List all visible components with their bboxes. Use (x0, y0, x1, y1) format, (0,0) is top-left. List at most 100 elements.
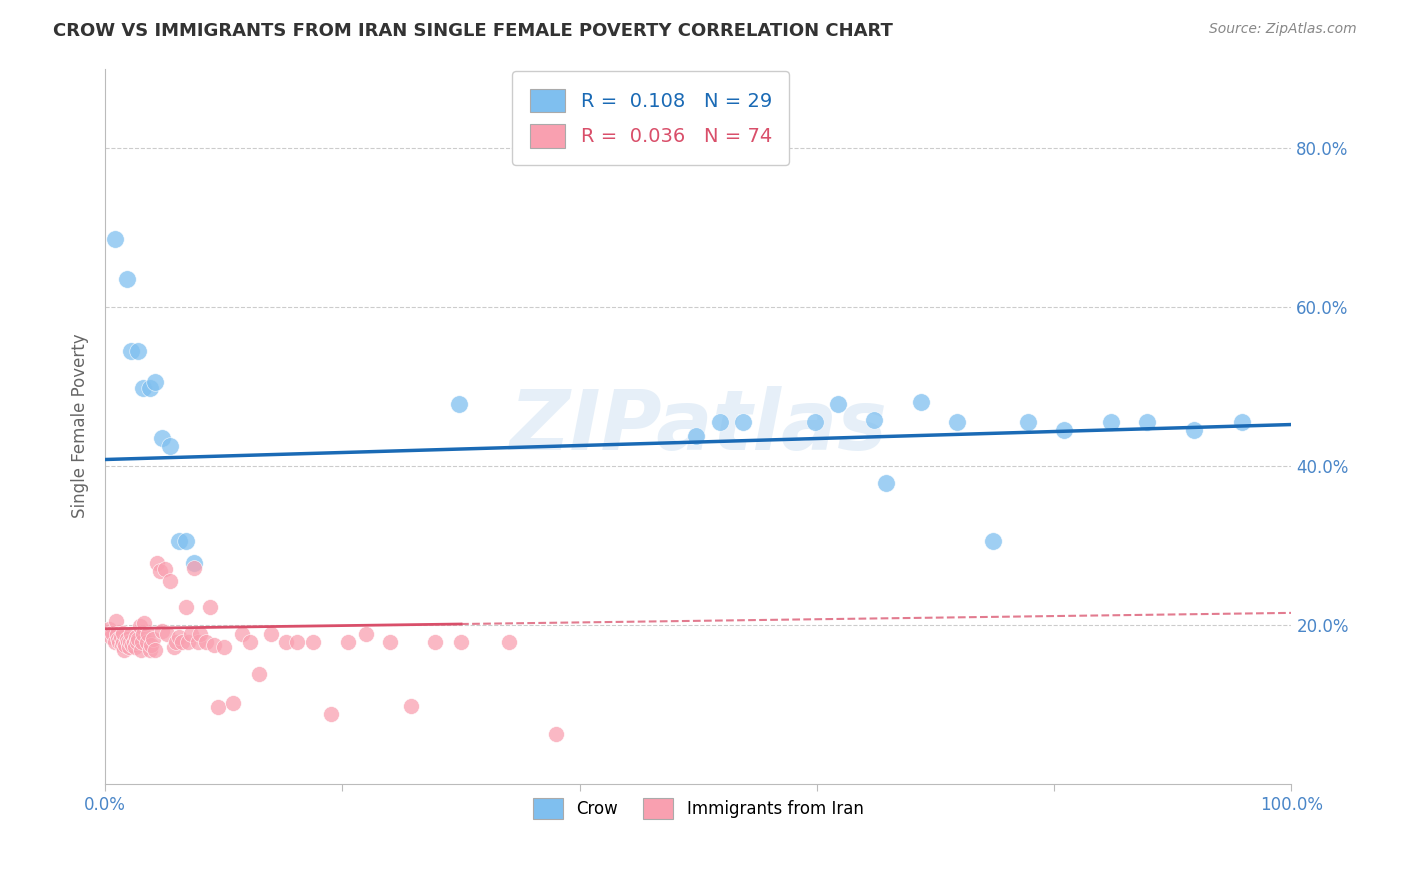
Point (136, 627, 159, 641)
Point (202, 638, 225, 652)
Point (101, 625, 124, 640)
Point (111, 635, 134, 649)
Point (139, 381, 162, 395)
Point (121, 638, 143, 652)
Point (827, 397, 849, 411)
Point (1136, 415, 1159, 429)
Point (287, 635, 309, 649)
Point (139, 643, 162, 657)
Point (142, 632, 165, 646)
Point (124, 640, 146, 654)
Point (127, 343, 149, 358)
Point (231, 627, 253, 641)
Point (143, 643, 166, 657)
Text: ZIPatlas: ZIPatlas (509, 385, 887, 467)
Point (111, 638, 134, 652)
Point (143, 376, 166, 390)
Point (97, 622, 120, 636)
Point (222, 696, 245, 710)
Point (198, 600, 221, 615)
Point (946, 415, 969, 429)
Point (863, 413, 886, 427)
Point (125, 630, 148, 644)
Point (115, 272, 138, 286)
Point (122, 635, 145, 649)
Point (156, 627, 179, 641)
Point (120, 635, 142, 649)
Point (120, 343, 142, 358)
Point (104, 635, 127, 649)
Point (134, 616, 156, 631)
Point (249, 667, 271, 681)
Point (127, 635, 149, 649)
Point (153, 562, 176, 576)
Point (159, 439, 181, 453)
Point (111, 625, 134, 640)
Point (105, 627, 128, 641)
Point (104, 614, 127, 628)
Point (423, 635, 446, 649)
Point (141, 638, 163, 652)
Point (112, 643, 135, 657)
Point (165, 635, 187, 649)
Point (207, 700, 229, 714)
Point (131, 635, 153, 649)
Point (1053, 423, 1076, 437)
Point (177, 635, 200, 649)
Point (174, 600, 197, 615)
Point (129, 643, 152, 657)
Point (1230, 415, 1253, 429)
Point (274, 635, 297, 649)
Point (150, 624, 173, 639)
Point (544, 727, 567, 741)
Point (120, 627, 142, 641)
Point (174, 534, 197, 549)
Point (118, 640, 141, 654)
Point (163, 640, 186, 654)
Point (107, 632, 129, 646)
Point (447, 397, 470, 411)
Legend: Crow, Immigrants from Iran: Crow, Immigrants from Iran (526, 792, 870, 825)
Point (108, 635, 131, 649)
Point (733, 415, 755, 429)
Point (685, 428, 707, 442)
Point (319, 706, 342, 721)
Point (128, 619, 150, 633)
Text: Source: ZipAtlas.com: Source: ZipAtlas.com (1209, 22, 1357, 37)
Point (149, 564, 172, 578)
Point (1099, 415, 1122, 429)
Point (132, 381, 155, 395)
Point (187, 635, 209, 649)
Point (115, 632, 138, 646)
Point (100, 630, 122, 644)
Point (910, 395, 932, 409)
Point (150, 431, 173, 445)
Point (337, 635, 360, 649)
Point (159, 574, 181, 588)
Point (132, 627, 155, 641)
Point (172, 635, 194, 649)
Point (1017, 415, 1039, 429)
Point (354, 627, 377, 641)
Point (146, 556, 169, 570)
Point (401, 698, 423, 713)
Point (167, 630, 190, 644)
Point (110, 630, 132, 644)
Point (498, 635, 520, 649)
Point (803, 415, 825, 429)
Point (239, 635, 262, 649)
Point (195, 635, 218, 649)
Point (450, 635, 472, 649)
Point (709, 415, 731, 429)
Point (260, 627, 283, 641)
Point (1182, 423, 1205, 437)
Point (127, 632, 149, 646)
Point (183, 556, 205, 570)
Point (378, 635, 401, 649)
Point (183, 560, 205, 574)
Point (104, 232, 127, 246)
Y-axis label: Single Female Poverty: Single Female Poverty (72, 334, 89, 518)
Text: CROW VS IMMIGRANTS FROM IRAN SINGLE FEMALE POVERTY CORRELATION CHART: CROW VS IMMIGRANTS FROM IRAN SINGLE FEMA… (53, 22, 893, 40)
Point (301, 635, 323, 649)
Point (180, 627, 202, 641)
